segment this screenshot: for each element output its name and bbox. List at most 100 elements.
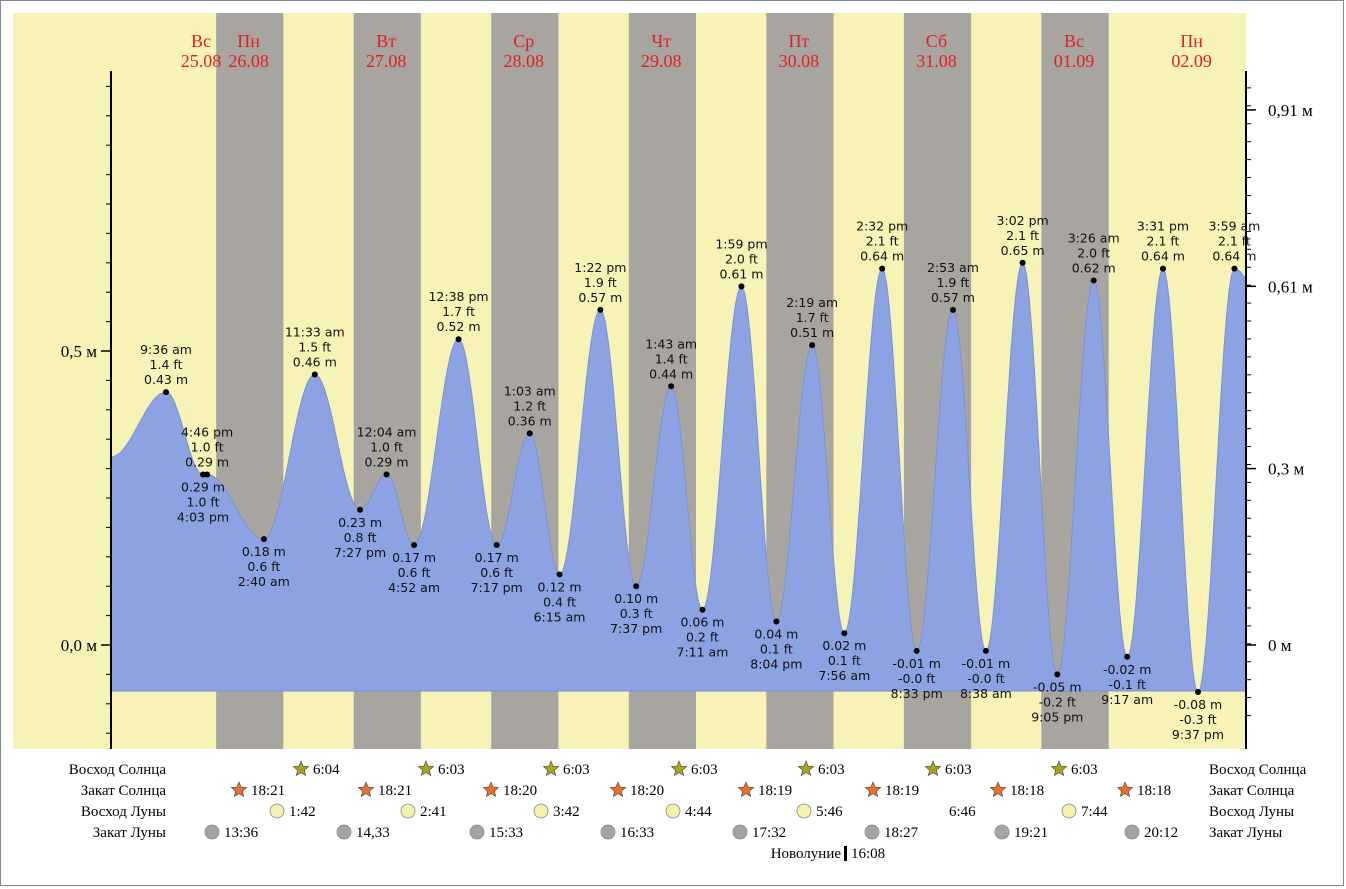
tide-time-label: 3:26 am [1068, 230, 1120, 245]
tide-point [633, 583, 640, 590]
tide-m-label: -0.02 m [1103, 662, 1152, 677]
tide-time-label: 2:19 am [786, 295, 838, 310]
day-date-label: 26.08 [228, 51, 269, 71]
sunset-icon [230, 781, 248, 798]
tide-point [841, 630, 848, 637]
moonset-time: 14,33 [356, 825, 390, 841]
new-moon-time: 16:08 [851, 846, 885, 862]
tide-m-label: 0.29 m [365, 454, 409, 469]
tide-time-label: 8:33 pm [891, 686, 943, 701]
moonrise-time: 3:42 [553, 804, 580, 820]
tide-point [357, 506, 364, 513]
tide-time-label: 11:33 am [285, 325, 345, 340]
right-axis-tick-label: 0 м [1268, 636, 1292, 655]
moonset-icon [994, 824, 1010, 840]
day-date-label: 25.08 [181, 51, 222, 71]
tide-point [411, 542, 418, 549]
tide-time-label: 2:53 am [927, 260, 979, 275]
tide-m-label: -0.08 m [1174, 697, 1223, 712]
moonrise-row-label-left: Восход Луны [81, 804, 166, 820]
sunrise-time: 6:03 [438, 762, 465, 778]
tide-m-label: 0.62 m [1072, 260, 1116, 275]
tide-ft-label: 0.6 ft [247, 559, 280, 574]
moonrise-row-label-right: Восход Луны [1209, 804, 1294, 820]
moonset-icon [600, 824, 616, 840]
sunset-row-label-right: Закат Солнца [1209, 783, 1295, 799]
tide-m-label: 0.18 m [242, 544, 286, 559]
tide-m-label: 0.04 m [754, 626, 798, 641]
tide-point [597, 306, 604, 313]
new-moon-label: Новолуние [771, 846, 842, 862]
moonset-time: 15:33 [489, 825, 523, 841]
tide-ft-label: 1.9 ft [936, 275, 969, 290]
tide-m-label: 0.65 m [1001, 243, 1045, 258]
tide-ft-label: 1.7 ft [442, 304, 475, 319]
tide-ft-label: 1.7 ft [796, 310, 829, 325]
moonrise-icon [796, 803, 812, 819]
day-name-label: Вс [1064, 31, 1084, 51]
tide-time-label: 1:59 pm [715, 236, 767, 251]
tide-time-label: 9:17 am [1101, 692, 1153, 707]
tide-ft-label: 0.1 ft [760, 641, 793, 656]
tide-point [809, 342, 816, 349]
tide-ft-label: 1.4 ft [655, 351, 688, 366]
tide-time-label: 9:36 am [140, 342, 192, 357]
sunset-time: 18:20 [503, 783, 537, 799]
tide-point [204, 471, 211, 478]
sunset-icon [357, 781, 375, 798]
tide-ft-label: 2.0 ft [1077, 245, 1110, 260]
day-name-label: Пн [237, 31, 260, 51]
tide-m-label: 0.17 m [392, 550, 436, 565]
tide-m-label: 0.43 m [144, 372, 188, 387]
tide-point [1019, 259, 1026, 266]
moonset-time: 20:12 [1144, 825, 1178, 841]
moonrise-time: 2:41 [420, 804, 447, 820]
tide-ft-label: 0.4 ft [543, 594, 576, 609]
tide-ft-label: 1.5 ft [298, 340, 331, 355]
right-axis-tick-label: 0,91 м [1268, 101, 1313, 120]
moonset-icon [732, 824, 748, 840]
sunrise-time: 6:04 [313, 762, 340, 778]
tide-time-label: 7:11 am [677, 645, 729, 660]
tide-point [738, 283, 745, 290]
moonrise-icon [1061, 803, 1077, 819]
day-name-label: Ср [513, 31, 534, 51]
tide-ft-label: -0.3 ft [1179, 712, 1217, 727]
tide-ft-label: 1.9 ft [584, 275, 617, 290]
tide-time-label: 2:40 am [238, 574, 290, 589]
tide-area [110, 262, 1247, 693]
tide-ft-label: 2.1 ft [1006, 228, 1039, 243]
tide-m-label: 0.29 m [185, 454, 229, 469]
tide-ft-label: 1.2 ft [513, 398, 546, 413]
tide-point [1054, 671, 1061, 678]
tide-ft-label: -0.2 ft [1039, 694, 1077, 709]
tide-ft-label: 0.8 ft [344, 530, 377, 545]
day-date-label: 28.08 [503, 51, 544, 71]
tide-ft-label: 1.0 ft [191, 439, 224, 454]
tide-point [493, 542, 500, 549]
tide-time-label: 7:17 pm [471, 580, 523, 595]
moonset-time: 17:32 [752, 825, 786, 841]
tide-ft-label: 1.0 ft [187, 494, 220, 509]
tide-time-label: 8:04 pm [750, 656, 802, 671]
tide-m-label: 0.23 m [338, 515, 382, 530]
tide-point [163, 389, 170, 396]
tide-time-label: 7:27 pm [334, 545, 386, 560]
sunset-time: 18:18 [1137, 783, 1171, 799]
tide-ft-label: 0.2 ft [686, 630, 719, 645]
sunset-time: 18:21 [251, 783, 285, 799]
tide-m-label: 0.06 m [680, 615, 724, 630]
tide-ft-label: -0.0 ft [898, 671, 936, 686]
tide-point [1231, 265, 1238, 272]
day-date-label: 30.08 [779, 51, 820, 71]
day-date-label: 31.08 [916, 51, 957, 71]
tide-time-label: 12:04 am [357, 424, 417, 439]
left-axis-tick-label: 0,5 м [61, 342, 98, 361]
sunrise-time: 6:03 [1071, 762, 1098, 778]
moonrise-icon [400, 803, 416, 819]
tide-ft-label: -0.1 ft [1108, 677, 1146, 692]
sunset-time: 18:18 [1010, 783, 1044, 799]
tide-point [455, 336, 462, 343]
tide-point [1090, 277, 1097, 284]
